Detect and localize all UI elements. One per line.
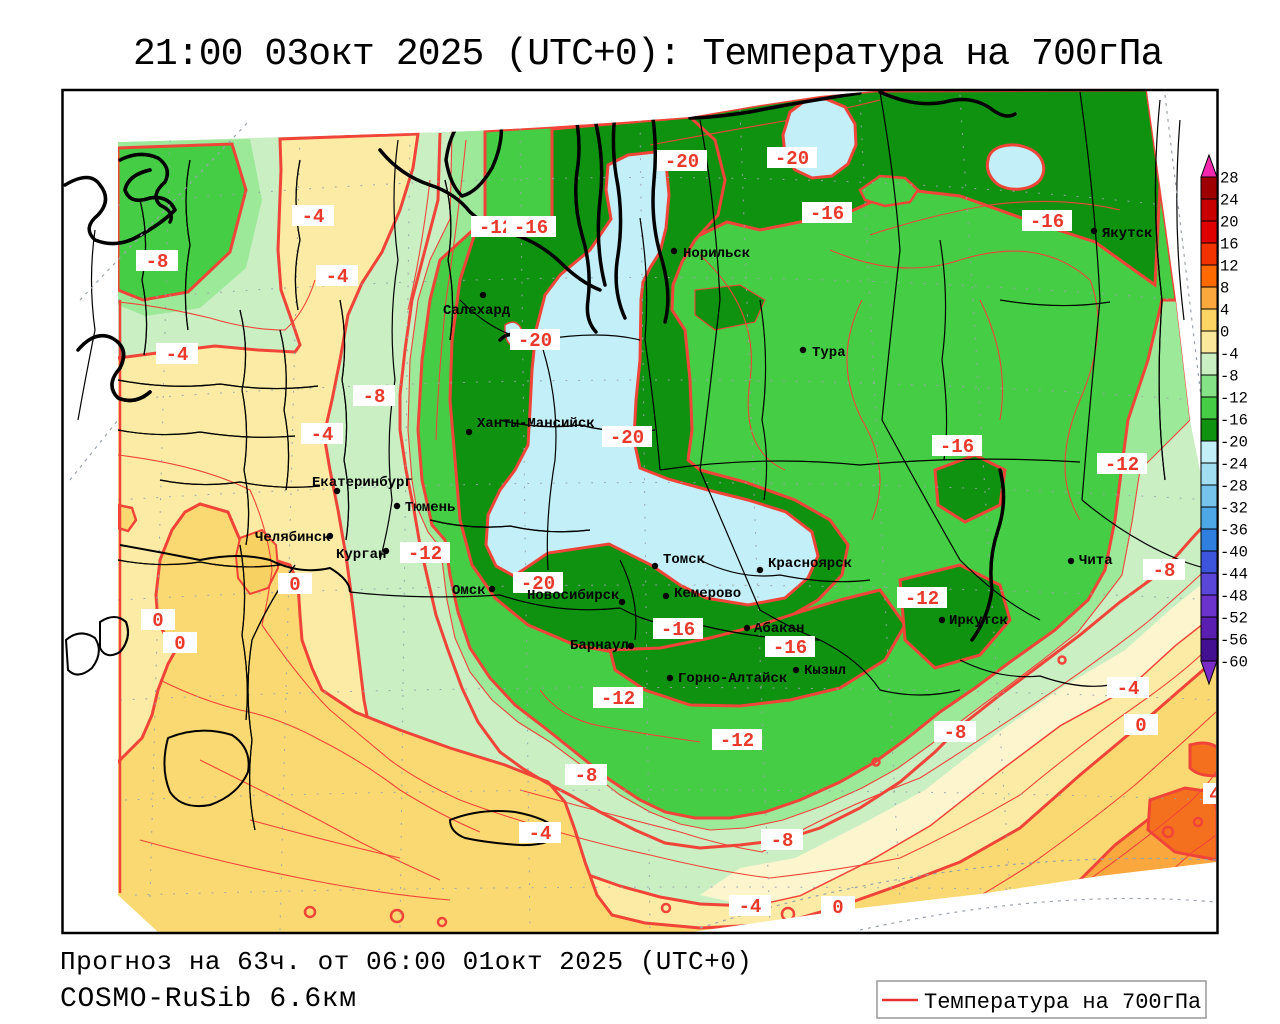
svg-text:-12: -12 xyxy=(479,217,513,239)
svg-text:0: 0 xyxy=(1220,324,1229,342)
svg-text:0: 0 xyxy=(289,574,300,596)
svg-text:-24: -24 xyxy=(1220,456,1248,474)
svg-text:-40: -40 xyxy=(1220,544,1248,562)
svg-text:-8: -8 xyxy=(771,830,794,852)
svg-text:-16: -16 xyxy=(1220,412,1248,430)
svg-text:-4: -4 xyxy=(739,896,762,918)
svg-text:Температура на 700гПа: Температура на 700гПа xyxy=(924,990,1201,1015)
svg-text:-36: -36 xyxy=(1220,522,1248,540)
svg-text:Екатеринбург: Екатеринбург xyxy=(312,475,413,491)
svg-text:28: 28 xyxy=(1220,170,1239,188)
svg-text:Челябинск: Челябинск xyxy=(255,530,331,546)
svg-text:-16: -16 xyxy=(940,436,974,458)
svg-text:-4: -4 xyxy=(302,206,325,228)
svg-text:Горно-Алтайск: Горно-Алтайск xyxy=(678,671,787,687)
svg-text:20: 20 xyxy=(1220,214,1239,232)
svg-text:-8: -8 xyxy=(1153,560,1176,582)
svg-text:-48: -48 xyxy=(1220,588,1248,606)
svg-text:-12: -12 xyxy=(1220,390,1248,408)
svg-text:-4: -4 xyxy=(166,344,189,366)
svg-text:-28: -28 xyxy=(1220,478,1248,496)
svg-text:-52: -52 xyxy=(1220,610,1248,628)
svg-text:Тюмень: Тюмень xyxy=(405,500,455,516)
svg-text:-4: -4 xyxy=(1117,678,1140,700)
svg-text:-4: -4 xyxy=(311,424,334,446)
svg-text:0: 0 xyxy=(174,633,185,655)
svg-text:Тура: Тура xyxy=(812,345,846,361)
svg-text:-4: -4 xyxy=(1220,346,1239,364)
svg-text:Кызыл: Кызыл xyxy=(804,663,846,679)
svg-text:0: 0 xyxy=(832,897,843,919)
svg-text:Кемерово: Кемерово xyxy=(674,586,741,602)
svg-text:Норильск: Норильск xyxy=(683,246,750,262)
svg-text:12: 12 xyxy=(1220,258,1239,276)
svg-text:-16: -16 xyxy=(810,203,844,225)
svg-text:Красноярск: Красноярск xyxy=(768,556,852,572)
svg-text:-60: -60 xyxy=(1220,654,1248,672)
svg-text:16: 16 xyxy=(1220,236,1239,254)
svg-text:-56: -56 xyxy=(1220,632,1248,650)
svg-text:-4: -4 xyxy=(326,266,349,288)
svg-text:-4: -4 xyxy=(529,823,552,845)
svg-text:-8: -8 xyxy=(575,765,598,787)
svg-text:-20: -20 xyxy=(521,573,555,595)
svg-text:-44: -44 xyxy=(1220,566,1248,584)
svg-text:0: 0 xyxy=(1135,715,1146,737)
svg-text:-12: -12 xyxy=(408,543,442,565)
svg-text:Ханты-Мансийск: Ханты-Мансийск xyxy=(477,416,595,432)
svg-text:-16: -16 xyxy=(661,619,695,641)
svg-text:-20: -20 xyxy=(1220,434,1248,452)
svg-text:Прогноз на 63ч. от 06:00 01окт: Прогноз на 63ч. от 06:00 01окт 2025 (UTC… xyxy=(60,947,752,977)
svg-text:Чита: Чита xyxy=(1079,553,1113,569)
svg-text:COSMO-RuSib 6.6км: COSMO-RuSib 6.6км xyxy=(60,984,357,1015)
svg-text:-12: -12 xyxy=(1105,454,1139,476)
svg-text:Новосибирск: Новосибирск xyxy=(527,588,619,604)
svg-text:-8: -8 xyxy=(363,386,386,408)
svg-text:-20: -20 xyxy=(665,151,699,173)
svg-text:Якутск: Якутск xyxy=(1102,226,1152,242)
svg-text:-12: -12 xyxy=(601,688,635,710)
svg-text:Томск: Томск xyxy=(663,552,705,568)
svg-text:Омск: Омск xyxy=(452,583,486,599)
svg-text:-16: -16 xyxy=(773,637,807,659)
svg-text:-8: -8 xyxy=(146,251,169,273)
svg-text:4: 4 xyxy=(1220,302,1229,320)
svg-text:-16: -16 xyxy=(514,217,548,239)
svg-text:Иркутск: Иркутск xyxy=(949,613,1008,629)
svg-text:Курган: Курган xyxy=(336,547,386,563)
svg-text:-32: -32 xyxy=(1220,500,1248,518)
svg-text:21:00 03окт 2025 (UTC+0): Темп: 21:00 03окт 2025 (UTC+0): Температура на… xyxy=(133,33,1163,76)
svg-text:8: 8 xyxy=(1220,280,1229,298)
svg-text:-8: -8 xyxy=(1220,368,1239,386)
svg-text:-12: -12 xyxy=(720,730,754,752)
svg-text:Барнаул: Барнаул xyxy=(570,638,629,654)
svg-text:-8: -8 xyxy=(944,722,967,744)
svg-text:-20: -20 xyxy=(775,148,809,170)
svg-text:Абакан: Абакан xyxy=(754,621,804,637)
svg-text:-20: -20 xyxy=(518,330,552,352)
svg-text:-20: -20 xyxy=(610,427,644,449)
svg-text:24: 24 xyxy=(1220,192,1239,210)
svg-text:0: 0 xyxy=(152,610,163,632)
svg-text:-12: -12 xyxy=(905,588,939,610)
svg-text:-16: -16 xyxy=(1030,211,1064,233)
svg-text:4: 4 xyxy=(1209,784,1220,806)
svg-text:Салехард: Салехард xyxy=(443,303,511,319)
